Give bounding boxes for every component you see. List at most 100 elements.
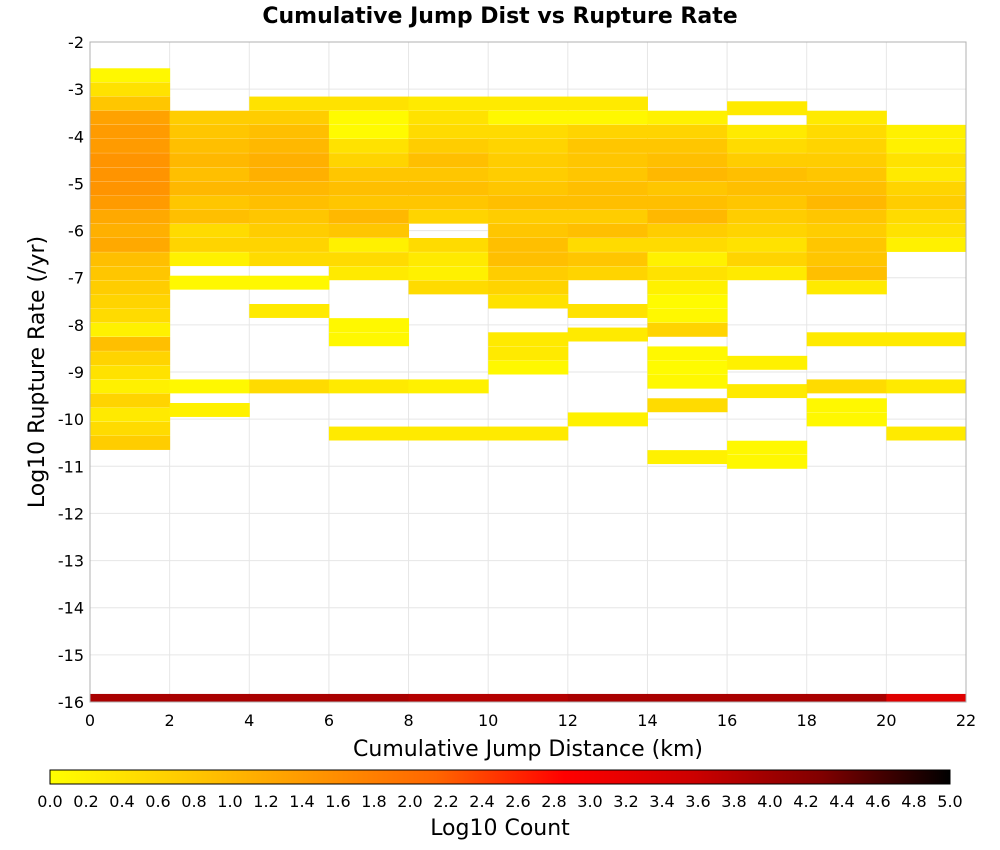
heatmap-cell: [567, 124, 648, 139]
heatmap-cell: [647, 308, 728, 323]
colorbar-label: Log10 Count: [430, 816, 570, 841]
heatmap-cell: [249, 237, 330, 252]
heatmap-cell: [328, 167, 410, 182]
heatmap-cell: [806, 332, 887, 347]
heatmap-cell: [169, 693, 250, 702]
heatmap-cell: [408, 153, 489, 168]
heatmap-cell: [488, 360, 569, 375]
heatmap-cell: [169, 195, 250, 210]
heatmap-cell: [488, 280, 569, 295]
heatmap-cell: [567, 153, 648, 168]
heatmap-cell: [408, 110, 489, 125]
x-axis-label: Cumulative Jump Distance (km): [353, 737, 703, 762]
heatmap-cell: [249, 181, 330, 196]
heatmap-cell: [169, 379, 250, 394]
heatmap-cell: [727, 195, 808, 210]
heatmap-cell: [567, 327, 648, 342]
heatmap-cell: [886, 379, 967, 394]
heatmap-cell: [806, 153, 887, 168]
heatmap-cell: [567, 223, 648, 238]
heatmap-cell: [90, 96, 171, 111]
x-tick-labels: 0 2 4 6 8 10 12 14 16 18 20 22: [85, 711, 976, 730]
heatmap-cell: [886, 167, 967, 182]
heatmap-cell: [249, 153, 330, 168]
heatmap-cell: [488, 96, 569, 111]
heatmap-cell: [647, 237, 728, 252]
colorbar-tick-label: 1.2: [253, 792, 278, 811]
heatmap-cell: [886, 153, 967, 168]
chart-title: Cumulative Jump Dist vs Rupture Rate: [262, 4, 737, 29]
heatmap-cell: [806, 223, 887, 238]
heatmap-cell: [647, 110, 728, 125]
heatmap-cell: [90, 393, 171, 408]
heatmap-cell: [647, 223, 728, 238]
heatmap-cell: [328, 153, 410, 168]
heatmap-cell: [488, 266, 569, 281]
colorbar-tick-labels: 0.0 0.2 0.4 0.6 0.8 1.0 1.2 1.4 1.6 1.8 2.0 2.2 2.4 2…: [37, 792, 962, 811]
heatmap-cell: [806, 693, 887, 702]
x-tick-label: 22: [956, 711, 976, 730]
heatmap-cell: [408, 167, 489, 182]
heatmap-cell: [886, 195, 967, 210]
heatmap-cell: [647, 280, 728, 295]
heatmap-cell: [727, 693, 808, 702]
heatmap-cell: [567, 252, 648, 267]
heatmap-cell: [169, 275, 250, 290]
heatmap-cell: [169, 209, 250, 224]
heatmap-cell: [886, 426, 967, 441]
heatmap-cell: [90, 336, 171, 351]
heatmap-cell: [328, 318, 410, 333]
y-tick-label: -14: [58, 599, 84, 618]
heatmap-cell: [249, 303, 330, 318]
heatmap-cell: [727, 355, 808, 370]
heatmap-cell: [249, 167, 330, 182]
heatmap-cell: [886, 332, 967, 347]
y-tick-label: -12: [58, 504, 84, 523]
x-tick-label: 2: [165, 711, 175, 730]
heatmap-cell: [408, 266, 489, 281]
heatmap-cell: [886, 237, 967, 252]
heatmap-cell: [90, 308, 171, 323]
heatmap-cell: [886, 181, 967, 196]
heatmap-cell: [328, 195, 410, 210]
heatmap-cell: [806, 167, 887, 182]
heatmap-cell: [90, 280, 171, 295]
heatmap-cell: [567, 266, 648, 281]
heatmap-cell: [90, 110, 171, 125]
heatmap-cell: [169, 110, 250, 125]
heatmap-cell: [249, 209, 330, 224]
y-tick-label: -2: [68, 33, 84, 52]
heatmap-cell: [90, 153, 171, 168]
heatmap-cell: [647, 138, 728, 153]
x-tick-label: 8: [403, 711, 413, 730]
colorbar-tick-label: 0.8: [181, 792, 206, 811]
heatmap-cell: [328, 237, 410, 252]
x-tick-label: 20: [876, 711, 896, 730]
colorbar-tick-label: 2.4: [469, 792, 494, 811]
heatmap-cell: [727, 454, 808, 469]
heatmap-cell: [727, 223, 808, 238]
colorbar-tick-label: 3.0: [577, 792, 602, 811]
heatmap-cell: [90, 138, 171, 153]
colorbar-tick-label: 0.6: [145, 792, 170, 811]
heatmap-cell: [647, 124, 728, 139]
heatmap-cell: [90, 124, 171, 139]
x-tick-label: 12: [558, 711, 578, 730]
y-tick-label: -7: [68, 269, 84, 288]
heatmap-cell: [249, 223, 330, 238]
x-tick-label: 18: [797, 711, 817, 730]
x-tick-label: 4: [244, 711, 254, 730]
heatmap-cell: [647, 252, 728, 267]
heatmap-cell: [90, 365, 171, 380]
heatmap-cell: [90, 421, 171, 436]
heatmap-cell: [727, 440, 808, 455]
heatmap-cell: [169, 402, 250, 417]
heatmap-cell: [408, 195, 489, 210]
plot-border: [89, 41, 967, 703]
heatmap-cell: [567, 167, 648, 182]
heatmap-cell: [647, 209, 728, 224]
heatmap-cell: [488, 181, 569, 196]
heatmap-cell: [488, 223, 569, 238]
heatmap-cell: [328, 266, 410, 281]
heatmap-cell: [806, 209, 887, 224]
